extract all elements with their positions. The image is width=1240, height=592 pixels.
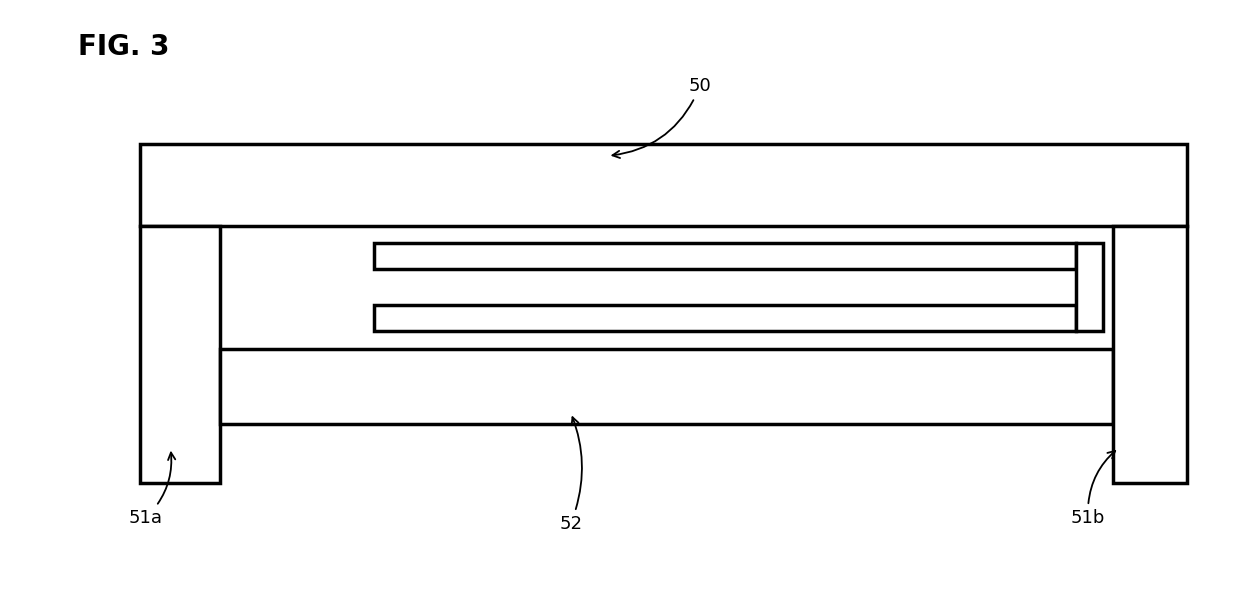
PathPatch shape <box>373 305 1076 331</box>
PathPatch shape <box>1112 226 1187 482</box>
Text: 51a: 51a <box>129 452 175 527</box>
PathPatch shape <box>1076 243 1102 331</box>
Text: FIG. 3: FIG. 3 <box>78 33 170 62</box>
PathPatch shape <box>373 243 1076 269</box>
PathPatch shape <box>140 226 219 482</box>
Text: 50: 50 <box>613 77 712 158</box>
Text: 51b: 51b <box>1071 451 1115 527</box>
PathPatch shape <box>140 144 1187 226</box>
Text: 52: 52 <box>559 417 583 533</box>
PathPatch shape <box>219 349 1112 424</box>
